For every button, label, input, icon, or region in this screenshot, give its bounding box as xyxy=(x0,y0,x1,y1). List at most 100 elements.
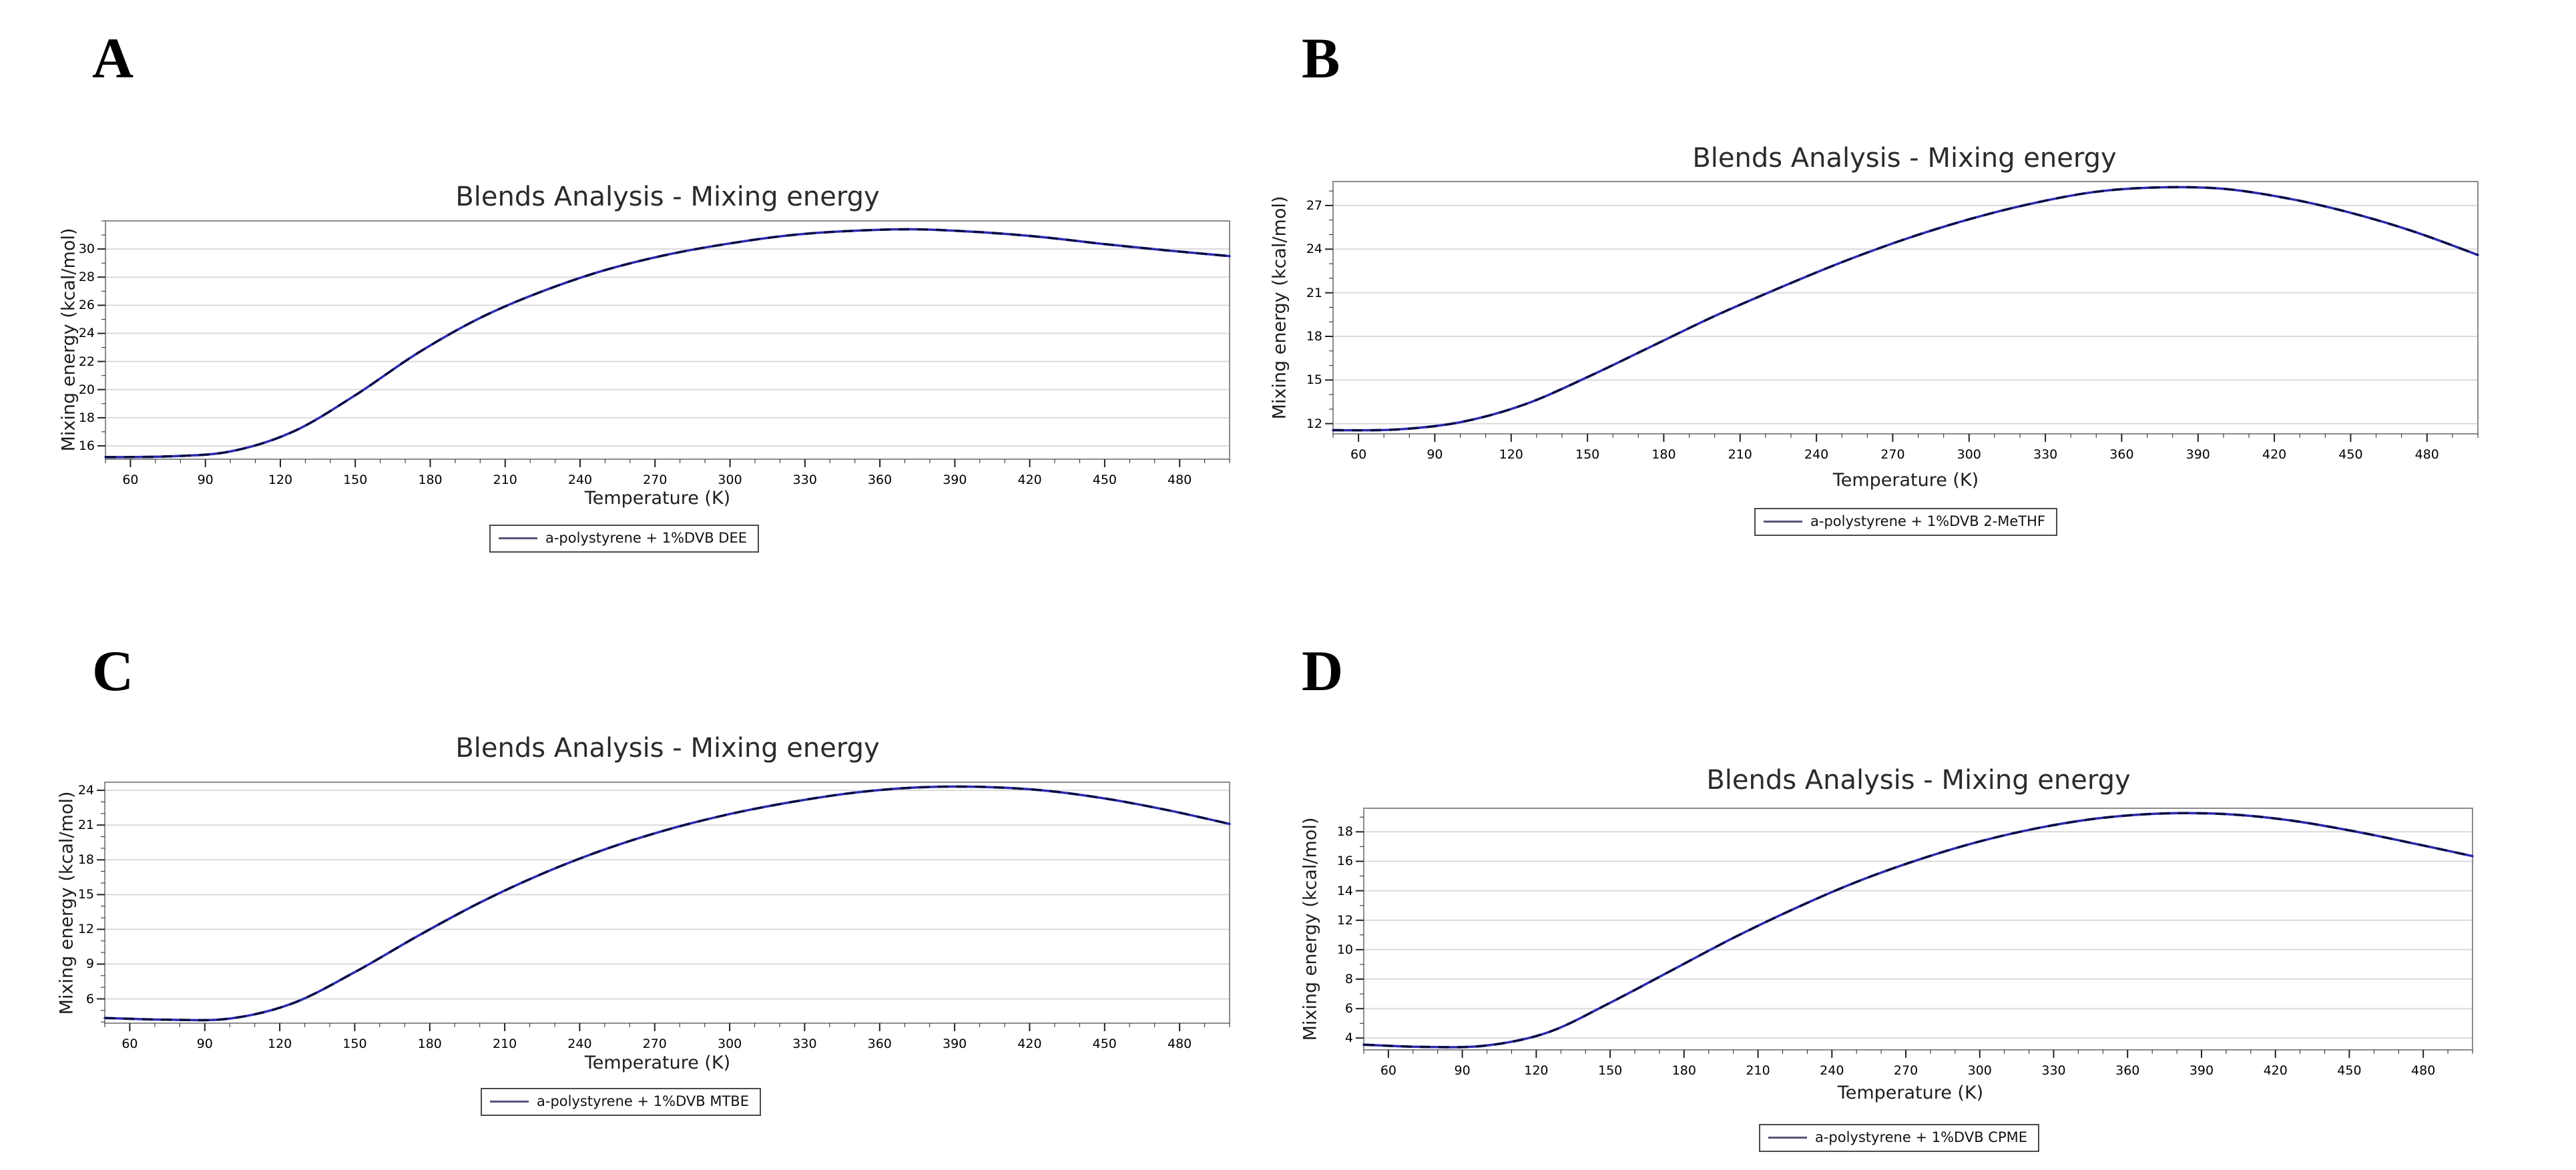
x-tick-label: 330 xyxy=(792,1037,817,1051)
panel-d-title: Blends Analysis - Mixing energy xyxy=(1706,765,2131,796)
y-tick-label: 26 xyxy=(78,298,95,313)
panel-b-x-axis-title: Temperature (K) xyxy=(1832,470,1979,491)
x-tick-label: 390 xyxy=(2189,1063,2214,1078)
x-tick-label: 60 xyxy=(1380,1063,1396,1078)
series-curve-dash xyxy=(1332,186,2479,432)
x-tick-label: 330 xyxy=(792,473,817,487)
x-tick-label: 180 xyxy=(1671,1063,1696,1078)
x-tick-label: 390 xyxy=(2185,447,2210,462)
x-tick-label: 240 xyxy=(567,473,593,487)
x-tick-label: 90 xyxy=(197,473,214,487)
y-tick-label: 12 xyxy=(1336,912,1353,928)
panel-d-letter: D xyxy=(1302,639,1344,703)
x-tick-label: 120 xyxy=(268,473,293,487)
x-tick-label: 270 xyxy=(1893,1063,1918,1078)
x-tick-label: 210 xyxy=(492,1037,517,1051)
panel-b-title: Blends Analysis - Mixing energy xyxy=(1692,143,2117,174)
axis-frame xyxy=(104,782,1230,1024)
y-tick-label: 6 xyxy=(85,991,94,1006)
panel-c-y-axis-title: Mixing energy (kcal/mol) xyxy=(56,791,77,1015)
y-tick-label: 4 xyxy=(1344,1031,1353,1046)
series-curve xyxy=(1332,186,2479,432)
panel-a-title: Blends Analysis - Mixing energy xyxy=(455,182,880,212)
y-tick-label: 22 xyxy=(78,354,95,369)
panel-d-y-axis-title: Mixing energy (kcal/mol) xyxy=(1300,817,1321,1041)
x-tick-label: 120 xyxy=(1524,1063,1549,1078)
x-tick-label: 450 xyxy=(1092,473,1117,487)
y-tick-label: 16 xyxy=(1336,854,1353,869)
x-tick-label: 480 xyxy=(2414,447,2439,462)
series-curve-dash xyxy=(1363,812,2473,1049)
x-tick-label: 480 xyxy=(2411,1063,2436,1078)
y-tick-label: 12 xyxy=(77,922,94,937)
x-tick-label: 180 xyxy=(418,473,443,487)
y-tick-label: 21 xyxy=(1306,285,1322,300)
panel-c-legend: a-polystyrene + 1%DVB MTBE xyxy=(481,1088,761,1116)
x-tick-label: 390 xyxy=(942,1037,967,1051)
x-tick-label: 150 xyxy=(1575,447,1600,462)
x-tick-label: 120 xyxy=(267,1037,292,1051)
legend-label: a-polystyrene + 1%DVB MTBE xyxy=(537,1093,749,1109)
panel-b-y-axis-title: Mixing energy (kcal/mol) xyxy=(1269,196,1290,420)
series-curve xyxy=(103,785,1231,1022)
series-curve-dash xyxy=(105,228,1230,459)
legend-label: a-polystyrene + 1%DVB CPME xyxy=(1814,1129,2028,1145)
x-tick-label: 60 xyxy=(1350,447,1367,462)
y-tick-label: 27 xyxy=(1306,198,1322,213)
x-tick-label: 210 xyxy=(493,473,517,487)
x-tick-label: 480 xyxy=(1167,1037,1192,1051)
x-tick-label: 480 xyxy=(1168,473,1192,487)
panel-c-title: Blends Analysis - Mixing energy xyxy=(455,733,880,764)
y-tick-label: 18 xyxy=(78,410,95,425)
x-tick-label: 60 xyxy=(121,1037,138,1051)
panel-c-x-axis-title: Temperature (K) xyxy=(584,1053,731,1073)
legend-label: a-polystyrene + 1%DVB 2-MeTHF xyxy=(1810,513,2045,529)
y-tick-label: 14 xyxy=(1336,883,1353,898)
x-tick-label: 330 xyxy=(2033,447,2058,462)
x-tick-label: 180 xyxy=(417,1037,442,1051)
x-tick-label: 420 xyxy=(1017,473,1042,487)
y-tick-label: 15 xyxy=(1306,372,1322,388)
x-tick-label: 270 xyxy=(642,1037,667,1051)
y-tick-label: 28 xyxy=(78,270,95,285)
x-tick-label: 420 xyxy=(2263,1063,2288,1078)
y-tick-label: 24 xyxy=(78,326,95,341)
x-tick-label: 240 xyxy=(1804,447,1829,462)
x-tick-label: 90 xyxy=(1427,447,1443,462)
x-tick-label: 240 xyxy=(567,1037,592,1051)
x-tick-label: 150 xyxy=(342,1037,367,1051)
legend-line-icon xyxy=(490,1100,529,1103)
x-tick-label: 390 xyxy=(943,473,967,487)
panel-a-legend: a-polystyrene + 1%DVB DEE xyxy=(489,525,760,553)
x-tick-label: 360 xyxy=(2115,1063,2140,1078)
x-tick-label: 420 xyxy=(1017,1037,1042,1051)
y-tick-label: 10 xyxy=(1336,942,1353,957)
panel-d-x-axis-title: Temperature (K) xyxy=(1837,1083,1984,1103)
y-tick-label: 9 xyxy=(85,956,94,972)
x-tick-label: 360 xyxy=(2109,447,2134,462)
x-tick-label: 360 xyxy=(867,1037,892,1051)
axis-frame xyxy=(1332,181,2479,434)
x-tick-label: 90 xyxy=(196,1037,213,1051)
y-tick-label: 6 xyxy=(1344,1001,1353,1016)
y-tick-label: 21 xyxy=(77,818,94,833)
x-tick-label: 270 xyxy=(643,473,668,487)
series-curve xyxy=(104,228,1231,459)
y-tick-label: 15 xyxy=(77,887,94,902)
x-tick-label: 450 xyxy=(2338,447,2363,462)
x-tick-label: 210 xyxy=(1728,447,1752,462)
panel-a-x-axis-title: Temperature (K) xyxy=(584,488,731,509)
legend-line-icon xyxy=(1768,1136,1807,1139)
y-tick-label: 20 xyxy=(78,382,95,397)
x-tick-label: 450 xyxy=(1092,1037,1117,1051)
series-curve xyxy=(1362,812,2474,1049)
x-tick-label: 420 xyxy=(2262,447,2287,462)
panel-b-legend: a-polystyrene + 1%DVB 2-MeTHF xyxy=(1754,508,2057,536)
panel-a-y-axis-title: Mixing energy (kcal/mol) xyxy=(58,228,79,452)
x-tick-label: 300 xyxy=(1967,1063,1992,1078)
y-tick-label: 18 xyxy=(77,852,94,868)
y-tick-label: 12 xyxy=(1306,416,1322,431)
x-tick-label: 450 xyxy=(2337,1063,2362,1078)
axis-frame xyxy=(1363,808,2473,1051)
